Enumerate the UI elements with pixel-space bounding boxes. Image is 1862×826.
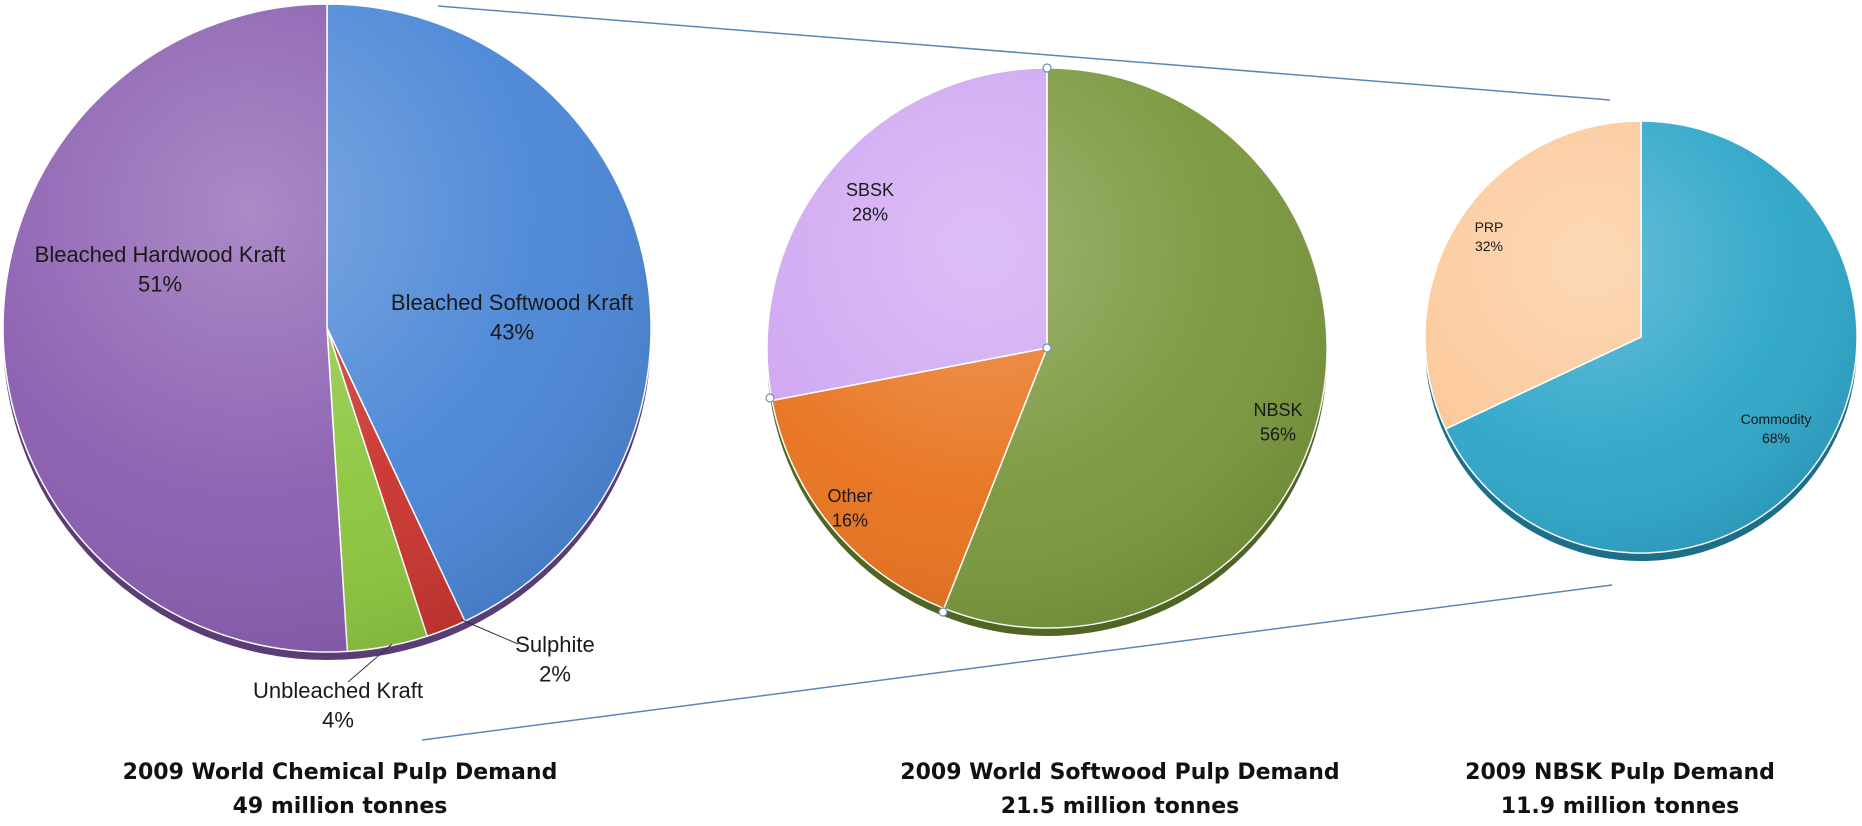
chemical-pulp-pie: Bleached Softwood Kraft 43% Sulphite 2% Unbl…: [2, 3, 652, 733]
selection-handle: [938, 607, 948, 617]
slice-label-commodity: Commodity 68%: [1741, 411, 1812, 446]
nbsk-pulp-pie: Commodity 68% PRP 32%: [1424, 120, 1858, 561]
slice-percent: 43%: [490, 320, 534, 345]
slice-percent: 51%: [138, 272, 182, 297]
slice-percent: 56%: [1260, 424, 1296, 444]
pie-slice-sbsk: [766, 67, 1048, 402]
slice-percent: 28%: [852, 204, 888, 224]
slice-name: SBSK: [846, 180, 894, 200]
nbsk-pulp-caption: 2009 NBSK Pulp Demand 11.9 million tonne…: [1430, 756, 1810, 824]
slice-name: Sulphite: [515, 632, 595, 657]
chart-subtitle: 49 million tonnes: [232, 794, 448, 819]
chart-title: 2009 NBSK Pulp Demand: [1465, 760, 1775, 785]
selection-handle: [1042, 343, 1052, 353]
chart-title: 2009 World Chemical Pulp Demand: [122, 760, 558, 785]
slice-name: Bleached Softwood Kraft: [391, 290, 633, 315]
softwood-pulp-pie: NBSK 56% Other 16% SBSK 28%: [765, 63, 1328, 636]
slice-percent: 2%: [539, 662, 571, 687]
slice-percent: 68%: [1762, 430, 1790, 446]
chart-subtitle: 21.5 million tonnes: [1000, 794, 1240, 819]
leader-line-sulphite: [461, 619, 519, 645]
connector-line-bottom: [421, 584, 1613, 741]
chemical-pulp-caption: 2009 World Chemical Pulp Demand 49 milli…: [120, 756, 560, 824]
slice-label-bleached-softwood-kraft: Bleached Softwood Kraft 43%: [391, 290, 633, 345]
slice-name: Bleached Hardwood Kraft: [35, 242, 286, 267]
selection-handle: [765, 393, 775, 403]
slice-name: Unbleached Kraft: [253, 678, 423, 703]
slice-label-nbsk: NBSK 56%: [1253, 400, 1302, 444]
selection-handle: [1042, 63, 1052, 73]
slice-label-unbleached-kraft: Unbleached Kraft 4%: [253, 678, 423, 733]
chart-title: 2009 World Softwood Pulp Demand: [900, 760, 1340, 785]
leader-line-unbleached-kraft: [347, 643, 393, 683]
slice-name: Other: [827, 486, 872, 506]
pie-slice-bleached-hardwood-kraft: [2, 3, 349, 653]
slice-name: Commodity: [1741, 411, 1812, 427]
chart-subtitle: 11.9 million tonnes: [1500, 794, 1740, 819]
slice-percent: 4%: [322, 708, 354, 733]
slice-label-bleached-hardwood-kraft: Bleached Hardwood Kraft 51%: [35, 242, 286, 297]
slice-label-sulphite: Sulphite 2%: [515, 632, 595, 687]
softwood-pulp-caption: 2009 World Softwood Pulp Demand 21.5 mil…: [885, 756, 1355, 824]
slice-percent: 32%: [1475, 238, 1503, 254]
slice-label-sbsk: SBSK 28%: [846, 180, 894, 224]
slice-percent: 16%: [832, 510, 868, 530]
slice-name: PRP: [1475, 219, 1504, 235]
slice-name: NBSK: [1253, 400, 1302, 420]
slice-label-prp: PRP 32%: [1475, 219, 1504, 254]
slice-label-other: Other 16%: [827, 486, 872, 530]
